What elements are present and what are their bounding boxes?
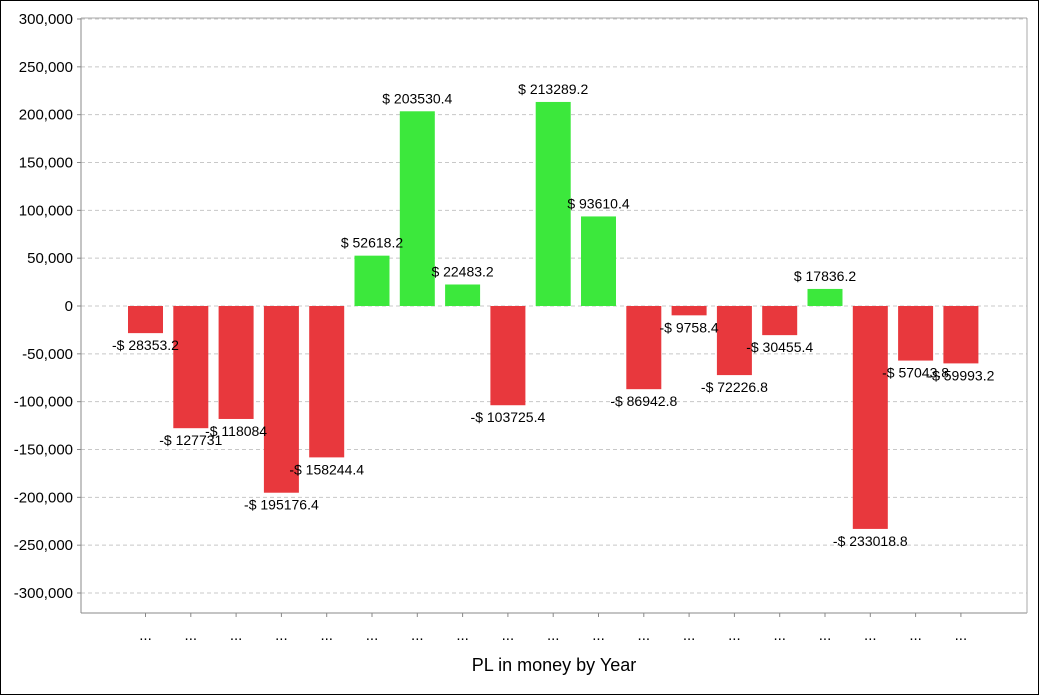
x-tick-label: ... xyxy=(638,627,651,644)
data-label: $ 52618.2 xyxy=(341,235,403,251)
data-label: -$ 158244.4 xyxy=(289,461,364,477)
y-tick-label: 50,000 xyxy=(27,250,73,267)
bar xyxy=(309,306,345,458)
y-tick-label: 300,000 xyxy=(19,11,73,28)
x-tick-label: ... xyxy=(728,627,741,644)
bar xyxy=(128,306,163,334)
x-tick-label: ... xyxy=(411,627,424,644)
y-tick-label: 100,000 xyxy=(19,202,73,219)
bar xyxy=(263,306,299,493)
x-tick-label: ... xyxy=(592,627,605,644)
y-tick-label: -100,000 xyxy=(14,394,73,411)
y-tick-label: 250,000 xyxy=(19,59,73,76)
data-label: -$ 103725.4 xyxy=(471,409,546,425)
bar xyxy=(354,255,390,306)
x-tick-label: ... xyxy=(275,627,288,644)
x-tick-label: ... xyxy=(502,627,515,644)
data-label: -$ 233018.8 xyxy=(833,533,908,549)
bar xyxy=(173,306,209,429)
y-tick-label: 0 xyxy=(65,298,73,315)
bar xyxy=(626,306,662,390)
y-tick-label: 200,000 xyxy=(19,107,73,124)
bar xyxy=(399,111,435,307)
data-label: -$ 118084 xyxy=(205,423,267,439)
data-label: -$ 59993.2 xyxy=(927,367,994,383)
bar xyxy=(807,288,843,306)
bar xyxy=(762,306,798,336)
data-label: -$ 30455.4 xyxy=(746,339,813,355)
data-label: -$ 127731 xyxy=(159,432,222,448)
y-tick-label: -250,000 xyxy=(14,537,73,554)
x-tick-label: ... xyxy=(230,627,243,644)
x-tick-label: ... xyxy=(185,627,198,644)
data-label: -$ 57043.8 xyxy=(882,365,949,381)
bar xyxy=(535,101,571,306)
y-tick-label: -50,000 xyxy=(22,346,73,363)
bars xyxy=(128,101,979,529)
data-label: -$ 72226.8 xyxy=(701,379,768,395)
y-tick-label: 150,000 xyxy=(19,155,73,172)
x-tick-label: ... xyxy=(139,627,152,644)
y-tick-label: -150,000 xyxy=(14,442,73,459)
bar xyxy=(852,306,888,529)
data-label: $ 213289.2 xyxy=(518,81,588,97)
data-labels: -$ 28353.2 -$ 127731-$ 118084 -$ 195176.4 -… xyxy=(112,81,995,549)
data-label: $ 17836.2 xyxy=(794,268,856,284)
bar xyxy=(445,284,481,306)
bar xyxy=(490,306,526,406)
bar xyxy=(581,216,616,306)
x-tick-label: ... xyxy=(773,627,786,644)
x-tick-label: ... xyxy=(547,627,560,644)
x-axis-title: PL in money by Year xyxy=(472,655,636,675)
x-tick-label: ... xyxy=(909,627,922,644)
y-tick-label: -300,000 xyxy=(14,585,73,602)
x-tick-label: ... xyxy=(456,627,469,644)
x-tick-label: ... xyxy=(683,627,696,644)
bar xyxy=(218,306,254,419)
data-label: -$ 86942.8 xyxy=(610,393,677,409)
x-tick-label: ... xyxy=(864,627,877,644)
x-tick-label: ... xyxy=(955,627,968,644)
axes: 300,000 250,000 200,000 150,000 100,000 50,00… xyxy=(14,11,1028,644)
bar xyxy=(943,306,979,364)
bar xyxy=(671,306,707,316)
y-tick-label: -200,000 xyxy=(14,489,73,506)
data-label: $ 93610.4 xyxy=(567,195,629,211)
bar xyxy=(716,306,752,376)
bar xyxy=(898,306,934,361)
data-label: -$ 28353.2 xyxy=(112,337,179,353)
x-tick-label: ... xyxy=(819,627,832,644)
x-tick-label: ... xyxy=(320,627,333,644)
data-label: $ 203530.4 xyxy=(382,90,452,106)
data-label: $ 22483.2 xyxy=(431,263,493,279)
x-tick-label: ... xyxy=(366,627,379,644)
data-label: -$ 9758.4 xyxy=(660,319,719,335)
data-label: -$ 195176.4 xyxy=(244,497,319,513)
